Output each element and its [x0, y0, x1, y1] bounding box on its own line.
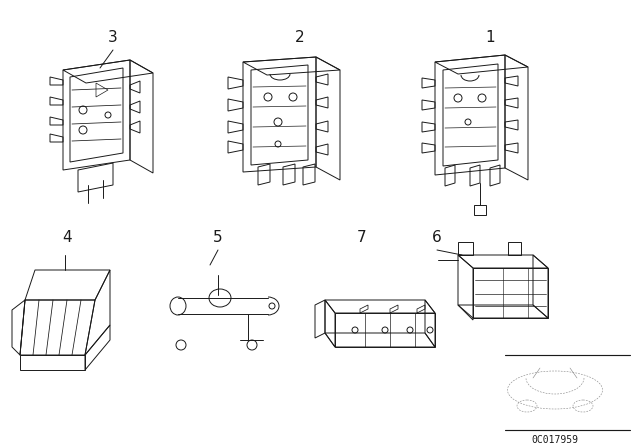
Text: 4: 4: [62, 231, 72, 246]
Text: 5: 5: [213, 231, 223, 246]
Text: 3: 3: [108, 30, 118, 46]
Text: 6: 6: [432, 231, 442, 246]
Text: 0C017959: 0C017959: [531, 435, 579, 445]
Text: 2: 2: [295, 30, 305, 46]
Text: 7: 7: [357, 231, 367, 246]
Text: 1: 1: [485, 30, 495, 46]
